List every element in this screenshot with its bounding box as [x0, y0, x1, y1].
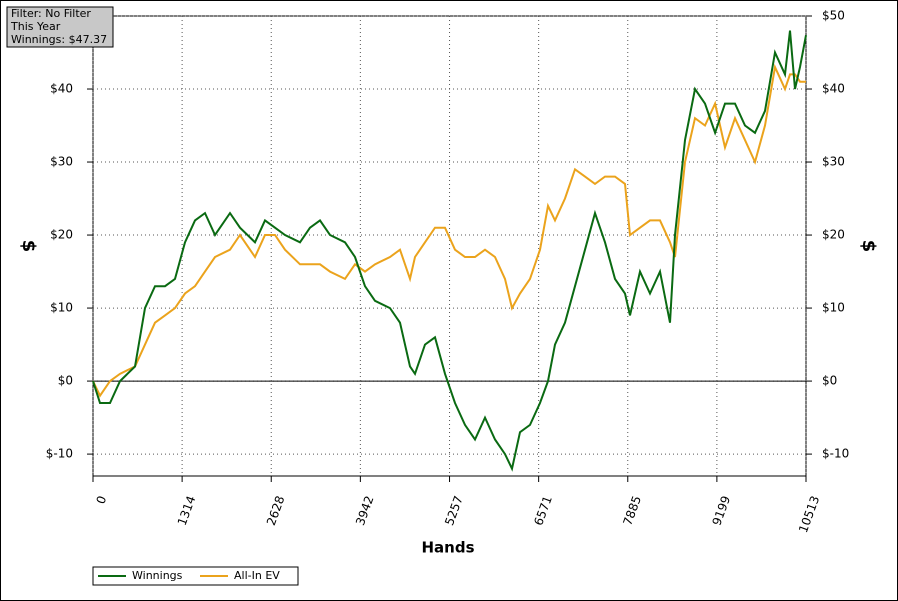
y-tick-label: $20: [50, 228, 73, 242]
y-tick-label: $40: [50, 82, 73, 96]
y2-axis-label: $: [858, 240, 879, 253]
y2-tick-label: $40: [822, 82, 845, 96]
y-tick-label: $30: [50, 155, 73, 169]
series-line: [92, 30, 807, 472]
y2-tick-label: $50: [822, 9, 845, 23]
filter-box: [6, 6, 114, 48]
annotation: This Year: [10, 20, 61, 33]
x-tick-label: 0: [93, 494, 109, 506]
annotation: Winnings: $47.37: [11, 33, 107, 46]
y2-tick-label: $30: [822, 155, 845, 169]
y2-tick-label: $10: [822, 301, 845, 315]
legend-label: All-In EV: [234, 569, 280, 582]
y-tick-label: $10: [50, 301, 73, 315]
y-tick-label: $0: [58, 374, 73, 388]
y2-tick-label: $0: [822, 374, 837, 388]
x-axis-label: Hands: [421, 539, 474, 557]
y2-tick-label: $-10: [822, 447, 849, 461]
series-line: [92, 63, 806, 398]
annotation: Filter: No Filter: [11, 7, 91, 20]
y-axis-label: $: [18, 240, 39, 253]
legend: [92, 566, 299, 586]
y-tick-label: $-10: [46, 447, 73, 461]
y2-tick-label: $20: [822, 228, 845, 242]
legend-label: Winnings: [132, 569, 183, 582]
